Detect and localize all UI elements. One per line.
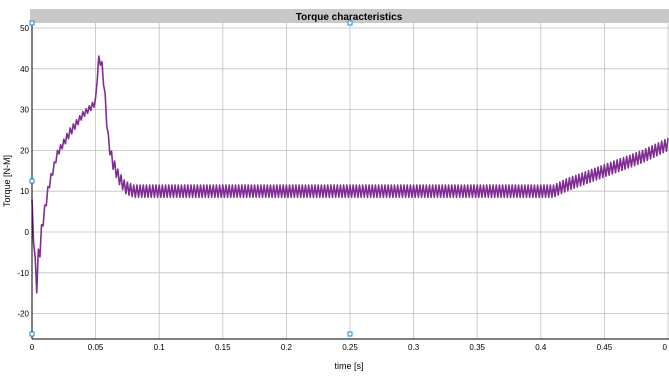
x-tick-label: 0.3	[408, 343, 420, 352]
resize-handle[interactable]	[29, 178, 35, 184]
resize-handles[interactable]	[29, 20, 353, 337]
y-tick-label: 50	[20, 24, 29, 33]
y-tick-label: 30	[20, 106, 29, 115]
y-tick-label: -20	[17, 310, 29, 319]
y-tick-label: 0	[25, 228, 30, 237]
resize-handle[interactable]	[347, 20, 353, 26]
y-tick-label: -10	[17, 269, 29, 278]
x-axis-label: time [s]	[334, 361, 363, 371]
x-tick-label: 0.2	[281, 343, 293, 352]
series-layer	[31, 55, 669, 294]
x-tick-label: 0.15	[215, 343, 231, 352]
resize-handle[interactable]	[29, 331, 35, 337]
y-tick-label: 20	[20, 146, 29, 155]
y-tick-label: 10	[20, 187, 29, 196]
x-tick-label: 0.4	[535, 343, 547, 352]
series-line-0	[31, 55, 669, 294]
x-tick-label: 0	[663, 343, 668, 352]
x-tick-label: 0.35	[469, 343, 485, 352]
title-bar	[30, 9, 669, 23]
chart-title: Torque characteristics	[296, 12, 403, 23]
x-tick-label: 0.05	[88, 343, 104, 352]
x-tick-label: 0.45	[597, 343, 613, 352]
y-axis-label: Torque [N-M]	[2, 155, 12, 207]
resize-handle[interactable]	[347, 331, 353, 337]
x-tick-label: 0	[30, 343, 35, 352]
x-tick-label: 0.1	[154, 343, 166, 352]
resize-handle[interactable]	[29, 20, 35, 26]
y-tick-labels: -20 -10 0 10 20 30 40 50	[17, 24, 29, 319]
x-tick-labels: 0 0.05 0.1 0.15 0.2 0.25 0.3 0.35 0.4 0.45 0	[30, 343, 668, 352]
y-tick-label: 40	[20, 65, 29, 74]
x-tick-label: 0.25	[342, 343, 358, 352]
